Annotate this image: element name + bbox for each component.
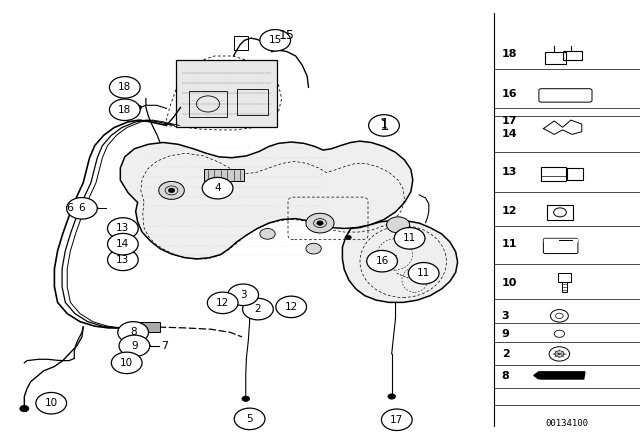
Text: 11: 11 <box>502 239 517 249</box>
Text: 11: 11 <box>417 268 430 278</box>
Text: 4: 4 <box>214 183 221 193</box>
Circle shape <box>276 296 307 318</box>
Text: 2: 2 <box>255 304 261 314</box>
Circle shape <box>202 177 233 199</box>
Text: 7: 7 <box>161 341 169 351</box>
Circle shape <box>207 292 238 314</box>
Text: 2: 2 <box>502 349 509 359</box>
Text: 3: 3 <box>240 290 246 300</box>
Text: 13: 13 <box>116 255 129 265</box>
Text: 10: 10 <box>45 398 58 408</box>
FancyBboxPatch shape <box>204 169 244 181</box>
Circle shape <box>408 263 439 284</box>
Circle shape <box>108 218 138 239</box>
Text: 13: 13 <box>116 224 129 233</box>
Text: 8: 8 <box>130 327 136 337</box>
Circle shape <box>394 228 425 249</box>
Text: 3: 3 <box>502 311 509 321</box>
Polygon shape <box>539 372 585 379</box>
Circle shape <box>134 105 141 110</box>
Text: 13: 13 <box>502 168 517 177</box>
Circle shape <box>260 228 275 239</box>
Circle shape <box>228 284 259 306</box>
Circle shape <box>108 249 138 271</box>
Text: 1: 1 <box>379 118 389 133</box>
Text: 14: 14 <box>116 239 129 249</box>
Text: 12: 12 <box>216 298 229 308</box>
Circle shape <box>388 394 396 399</box>
Text: 15: 15 <box>269 35 282 45</box>
Circle shape <box>20 405 29 412</box>
Circle shape <box>369 115 399 136</box>
Circle shape <box>108 233 138 255</box>
FancyBboxPatch shape <box>138 322 160 332</box>
Circle shape <box>317 221 323 225</box>
Text: 10: 10 <box>120 358 133 368</box>
Polygon shape <box>120 141 413 259</box>
Circle shape <box>36 392 67 414</box>
Text: 8: 8 <box>502 371 509 381</box>
Circle shape <box>367 250 397 272</box>
Circle shape <box>345 235 351 240</box>
Circle shape <box>159 181 184 199</box>
Polygon shape <box>534 372 539 379</box>
Circle shape <box>109 77 140 98</box>
Text: 16: 16 <box>502 89 517 99</box>
Circle shape <box>234 408 265 430</box>
Circle shape <box>306 213 334 233</box>
Text: 1: 1 <box>381 121 387 130</box>
Circle shape <box>306 243 321 254</box>
Text: 5: 5 <box>246 414 253 424</box>
Text: 6: 6 <box>79 203 85 213</box>
Text: 15: 15 <box>278 29 294 43</box>
Text: 12: 12 <box>502 206 517 215</box>
Text: 18: 18 <box>118 82 131 92</box>
Text: 14: 14 <box>502 129 517 139</box>
Circle shape <box>109 99 140 121</box>
Circle shape <box>111 352 142 374</box>
FancyBboxPatch shape <box>176 60 277 127</box>
Text: 10: 10 <box>502 278 517 288</box>
Text: 11: 11 <box>403 233 416 243</box>
Text: 17: 17 <box>390 415 403 425</box>
Text: 6: 6 <box>67 203 74 213</box>
Text: 9: 9 <box>131 341 138 351</box>
Circle shape <box>243 298 273 320</box>
Circle shape <box>119 335 150 357</box>
Text: 18: 18 <box>118 105 131 115</box>
Text: 18: 18 <box>502 49 517 59</box>
Circle shape <box>387 217 410 233</box>
Circle shape <box>381 409 412 431</box>
Circle shape <box>67 198 97 219</box>
Text: 16: 16 <box>376 256 388 266</box>
Text: 17: 17 <box>502 116 517 126</box>
Circle shape <box>242 396 250 401</box>
Circle shape <box>168 188 175 193</box>
Text: 12: 12 <box>285 302 298 312</box>
Text: 9: 9 <box>502 329 509 339</box>
Polygon shape <box>342 220 458 302</box>
Circle shape <box>118 322 148 343</box>
Circle shape <box>260 30 291 51</box>
Text: 00134100: 00134100 <box>545 419 588 428</box>
